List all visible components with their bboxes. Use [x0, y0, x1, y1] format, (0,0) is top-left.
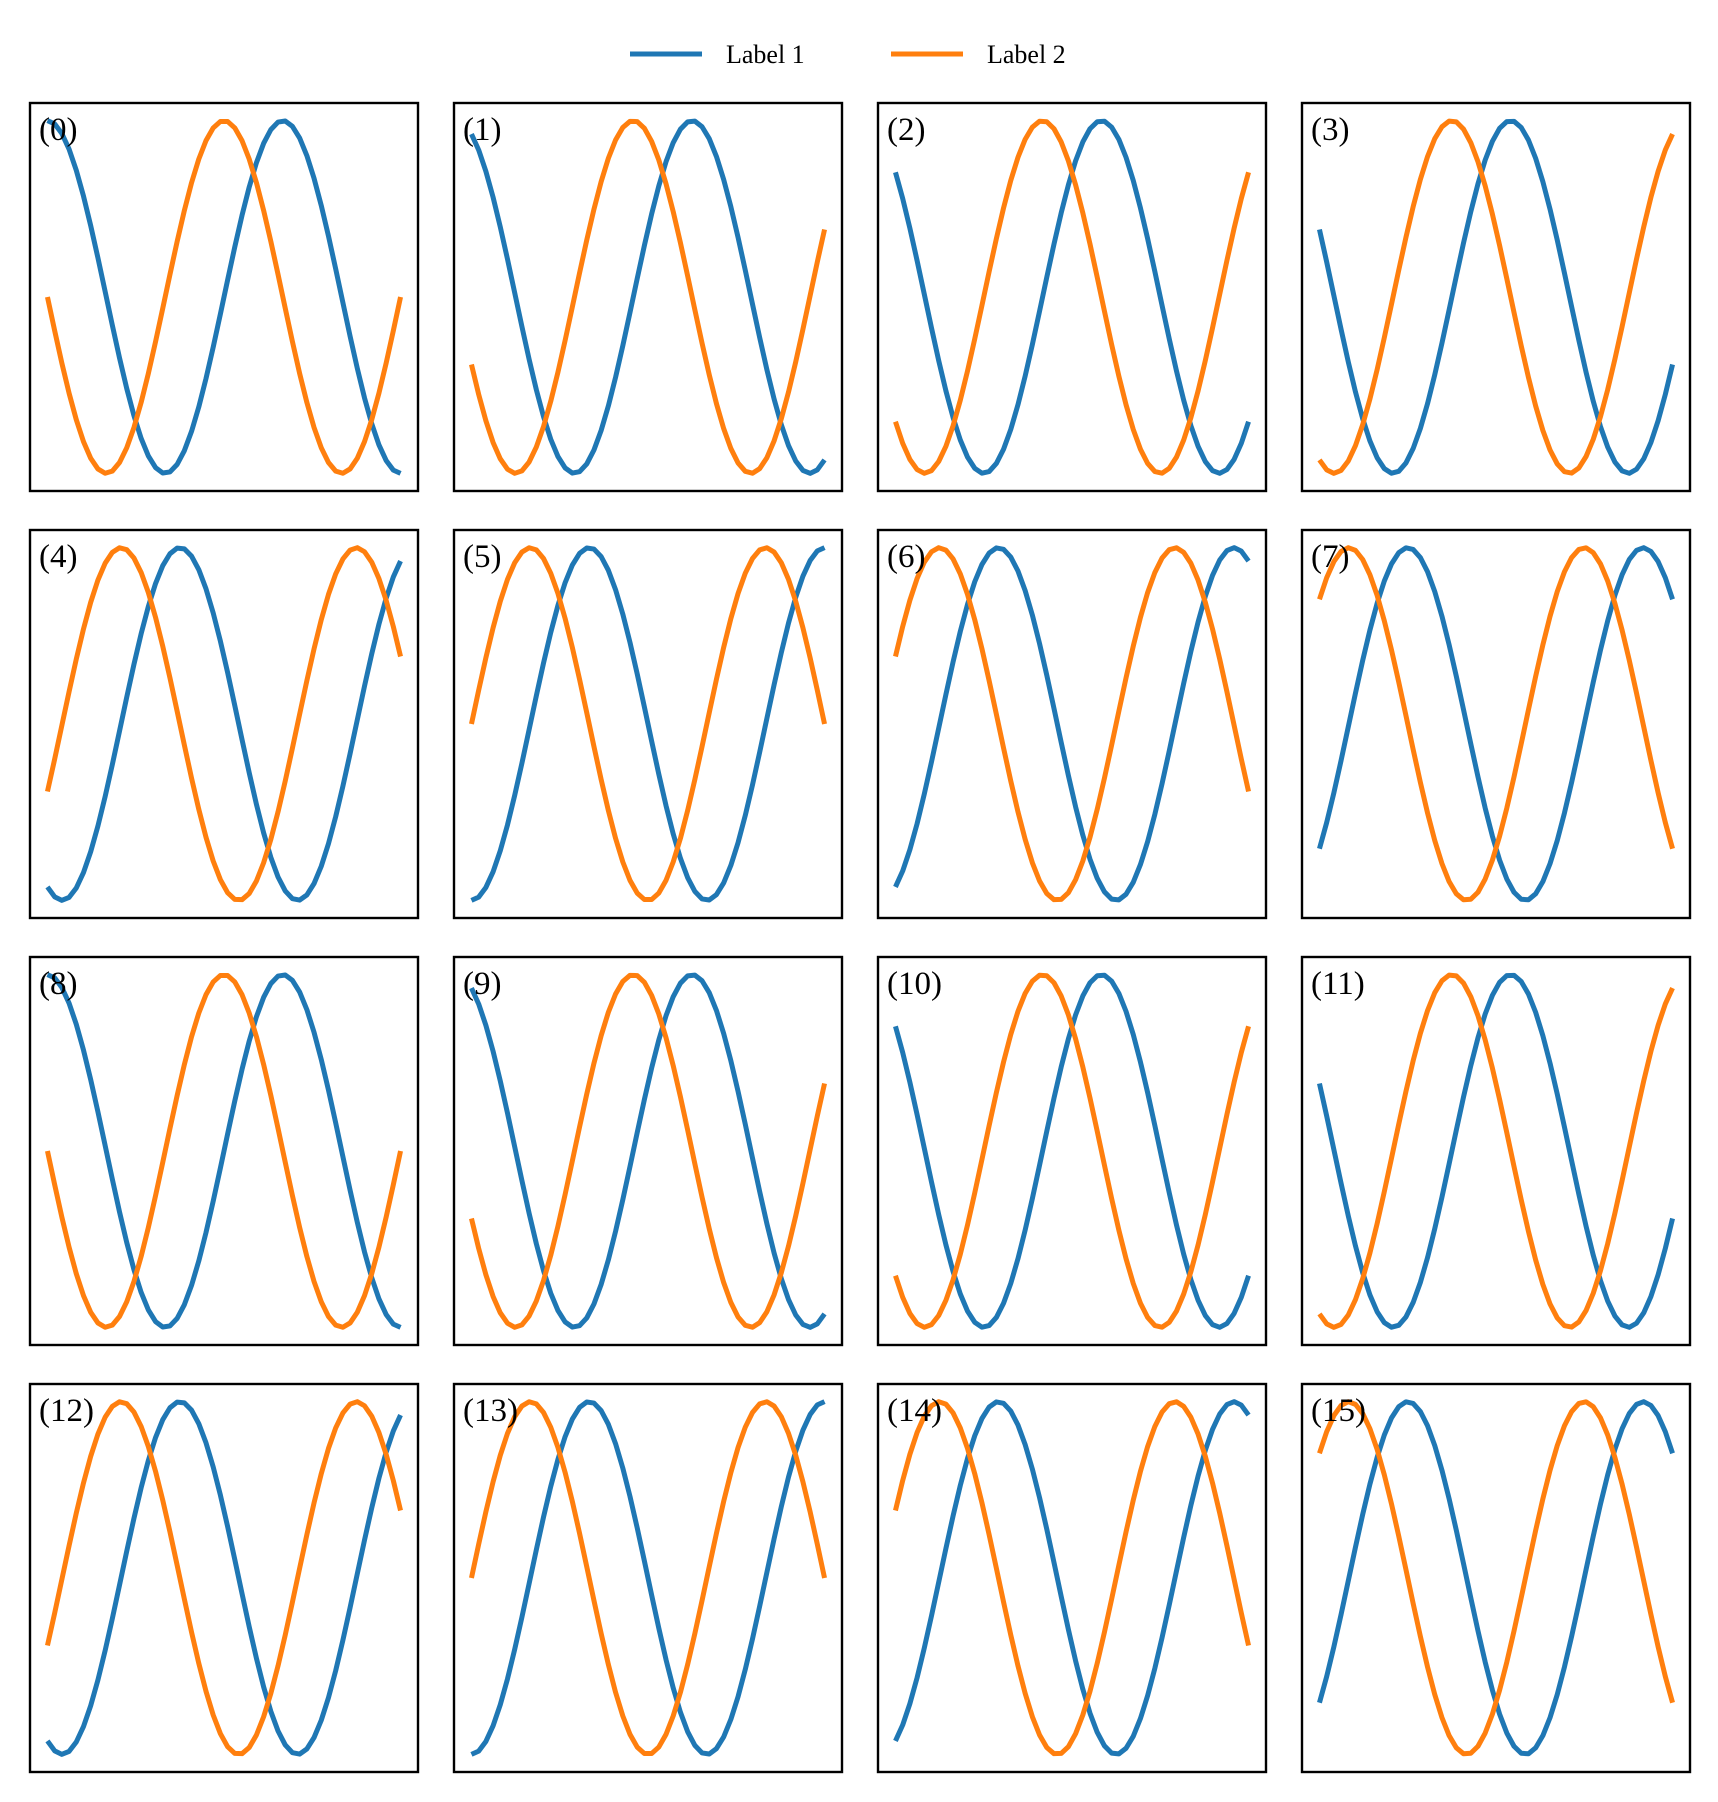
series-line-2 — [1317, 972, 1675, 1330]
panel-frame — [1300, 1382, 1692, 1774]
panel-frame — [28, 955, 420, 1347]
panel-12: (12) — [28, 1382, 420, 1774]
panel-label: (3) — [1311, 112, 1349, 148]
panel-frame — [452, 1382, 844, 1774]
series-line-2 — [469, 545, 827, 903]
series-line-2 — [469, 1399, 827, 1757]
series-line-1 — [470, 1399, 826, 1757]
series-line-1 — [469, 118, 827, 476]
panel-frame — [28, 528, 420, 920]
series-line-1 — [469, 972, 827, 1330]
panel-label: (5) — [463, 539, 501, 575]
panel-11: (11) — [1300, 955, 1692, 1347]
legend-label: Label 1 — [726, 40, 805, 69]
panel-frame — [452, 101, 844, 493]
series-line-1 — [1317, 972, 1675, 1330]
series-line-2 — [893, 545, 1251, 903]
series-line-1 — [893, 545, 1251, 903]
panel-frame — [1300, 955, 1692, 1347]
panel-label: (2) — [887, 112, 925, 148]
panel-label: (13) — [463, 1393, 518, 1429]
panel-5: (5) — [452, 528, 844, 920]
series-line-2 — [45, 118, 403, 476]
panel-13: (13) — [452, 1382, 844, 1774]
panel-label: (4) — [39, 539, 77, 575]
panel-label: (14) — [887, 1393, 942, 1429]
panel-label: (12) — [39, 1393, 94, 1429]
series-line-1 — [470, 545, 826, 903]
panel-label: (11) — [1311, 966, 1365, 1002]
panel-grid: (0) (1) (2) (3) (4) (5) (6) (7) (8) (9) (10) (11) (1… — [28, 101, 1692, 1774]
panel-7: (7) — [1300, 528, 1692, 920]
series-line-2 — [45, 972, 403, 1330]
series-line-1 — [893, 1399, 1251, 1757]
series-line-2 — [469, 118, 827, 476]
panel-15: (15) — [1300, 1382, 1692, 1774]
panel-label: (7) — [1311, 539, 1349, 575]
panel-frame — [876, 528, 1268, 920]
series-line-1 — [46, 118, 402, 476]
series-line-2 — [893, 972, 1251, 1330]
panel-frame — [452, 528, 844, 920]
figure-legend: Label 1 Label 2 — [630, 40, 1066, 69]
panel-4: (4) — [28, 528, 420, 920]
panel-14: (14) — [876, 1382, 1268, 1774]
panel-10: (10) — [876, 955, 1268, 1347]
panel-label: (8) — [39, 966, 77, 1002]
panel-label: (10) — [887, 966, 942, 1002]
panel-frame — [452, 955, 844, 1347]
panel-label: (15) — [1311, 1393, 1366, 1429]
panel-frame — [876, 101, 1268, 493]
panel-frame — [876, 955, 1268, 1347]
panel-6: (6) — [876, 528, 1268, 920]
legend-entry: Label 1 — [630, 40, 805, 69]
panel-frame — [28, 1382, 420, 1774]
panel-frame — [1300, 101, 1692, 493]
panel-frame — [876, 1382, 1268, 1774]
panel-label: (6) — [887, 539, 925, 575]
panel-3: (3) — [1300, 101, 1692, 493]
panel-1: (1) — [452, 101, 844, 493]
series-line-2 — [893, 118, 1251, 476]
series-line-2 — [45, 545, 403, 903]
series-line-2 — [893, 1399, 1251, 1757]
panel-frame — [1300, 528, 1692, 920]
series-line-1 — [46, 972, 402, 1330]
panel-label: (0) — [39, 112, 77, 148]
series-line-2 — [1317, 118, 1675, 476]
panel-label: (9) — [463, 966, 501, 1002]
series-line-2 — [45, 1399, 403, 1757]
panel-0: (0) — [28, 101, 420, 493]
panel-2: (2) — [876, 101, 1268, 493]
panel-label: (1) — [463, 112, 501, 148]
series-line-1 — [1317, 118, 1675, 476]
series-line-1 — [45, 1399, 403, 1757]
panel-8: (8) — [28, 955, 420, 1347]
legend-entry: Label 2 — [891, 40, 1066, 69]
panel-frame — [28, 101, 420, 493]
panel-9: (9) — [452, 955, 844, 1347]
series-line-2 — [1317, 545, 1675, 903]
series-line-1 — [45, 545, 403, 903]
legend-label: Label 2 — [987, 40, 1066, 69]
series-line-2 — [1317, 1399, 1675, 1757]
series-line-2 — [469, 972, 827, 1330]
